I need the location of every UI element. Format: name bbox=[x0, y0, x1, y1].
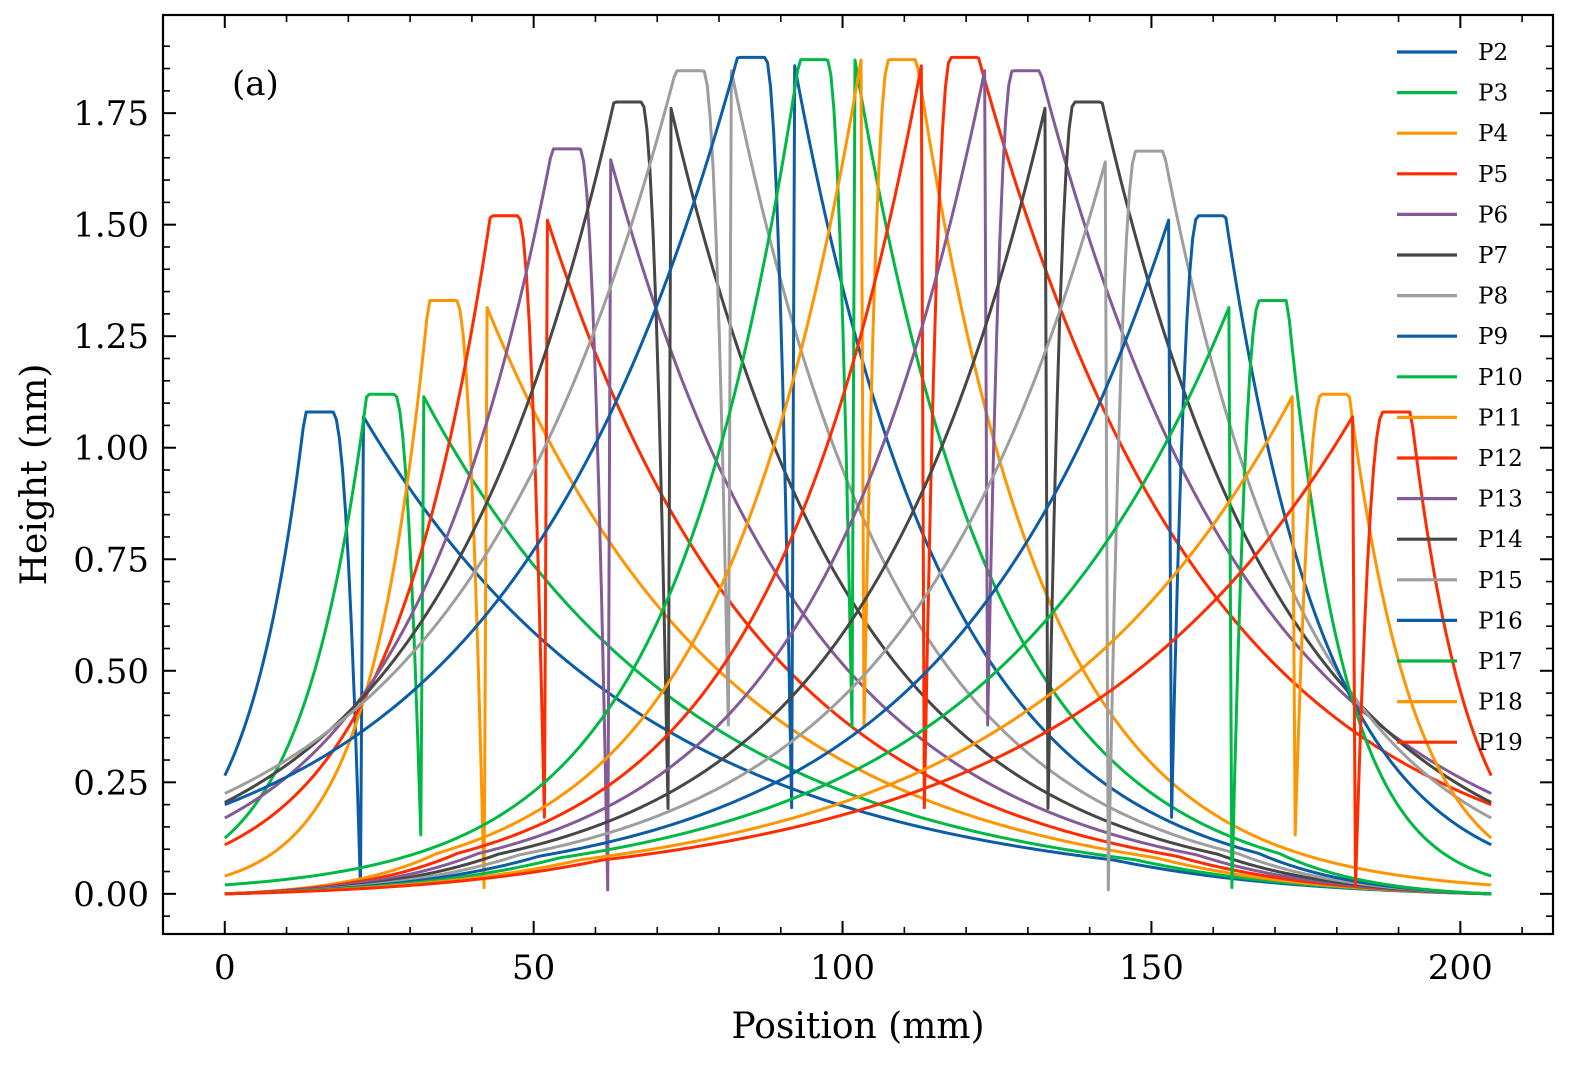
legend-label-p10: P10 bbox=[1478, 365, 1523, 391]
legend-label-p16: P16 bbox=[1478, 608, 1523, 634]
y-tick-label: 0.50 bbox=[73, 652, 149, 692]
y-tick-labels: 0.00 0.25 0.50 0.75 1.00 1.25 1.50 1.75 bbox=[73, 94, 149, 915]
x-tick-label: 100 bbox=[810, 948, 875, 988]
panel-label: (a) bbox=[232, 64, 279, 104]
x-tick-labels: 0 50 100 150 200 bbox=[214, 948, 1493, 988]
legend-label-p7: P7 bbox=[1478, 243, 1508, 269]
series-line-p11 bbox=[224, 58, 1492, 896]
y-tick-label: 1.75 bbox=[73, 94, 149, 134]
y-tick-label: 1.25 bbox=[73, 317, 149, 357]
x-tick-label: 0 bbox=[214, 948, 236, 988]
plot-frame bbox=[161, 13, 1555, 936]
x-tick-label: 50 bbox=[512, 948, 555, 988]
x-tick-label: 150 bbox=[1119, 948, 1184, 988]
series-line-p14 bbox=[224, 100, 1492, 896]
y-tick-label: 0.00 bbox=[73, 875, 149, 915]
series-line-p16 bbox=[224, 214, 1492, 896]
series-layer bbox=[223, 55, 1493, 896]
series-line-p13 bbox=[224, 69, 1492, 896]
legend-label-p2: P2 bbox=[1478, 40, 1508, 66]
legend-label-p17: P17 bbox=[1478, 649, 1523, 675]
legend-label-p4: P4 bbox=[1478, 121, 1508, 147]
y-axis-title: Height (nm) bbox=[14, 364, 55, 586]
y-tick-label: 1.50 bbox=[73, 206, 149, 246]
series-line-p19 bbox=[224, 410, 1493, 896]
ticks-layer bbox=[162, 15, 1553, 934]
legend-label-p5: P5 bbox=[1478, 162, 1508, 188]
legend-label-p6: P6 bbox=[1478, 202, 1508, 228]
legend-label-p11: P11 bbox=[1478, 405, 1523, 431]
series-line-p17 bbox=[224, 299, 1492, 896]
legend-label-p9: P9 bbox=[1478, 324, 1508, 350]
y-tick-label: 0.25 bbox=[73, 763, 149, 803]
y-tick-label: 1.00 bbox=[73, 429, 149, 469]
legend-label-p13: P13 bbox=[1478, 487, 1523, 513]
legend-label-p3: P3 bbox=[1478, 81, 1508, 107]
legend-label-p19: P19 bbox=[1478, 730, 1523, 756]
legend: P2 P3 P4 P5 P6 P7 P8 P9 P10 P11 P12 P13 P14 P15 P16 P17… bbox=[1397, 40, 1523, 756]
x-axis-title: Position (mm) bbox=[731, 1006, 984, 1047]
legend-label-p14: P14 bbox=[1478, 527, 1523, 553]
legend-label-p8: P8 bbox=[1478, 284, 1508, 310]
legend-label-p18: P18 bbox=[1478, 690, 1523, 716]
legend-label-p15: P15 bbox=[1478, 568, 1523, 594]
x-tick-label: 200 bbox=[1428, 948, 1493, 988]
series-line-p12 bbox=[224, 55, 1492, 896]
series-line-p15 bbox=[224, 149, 1492, 896]
y-tick-label: 0.75 bbox=[73, 540, 149, 580]
legend-label-p12: P12 bbox=[1478, 446, 1523, 472]
